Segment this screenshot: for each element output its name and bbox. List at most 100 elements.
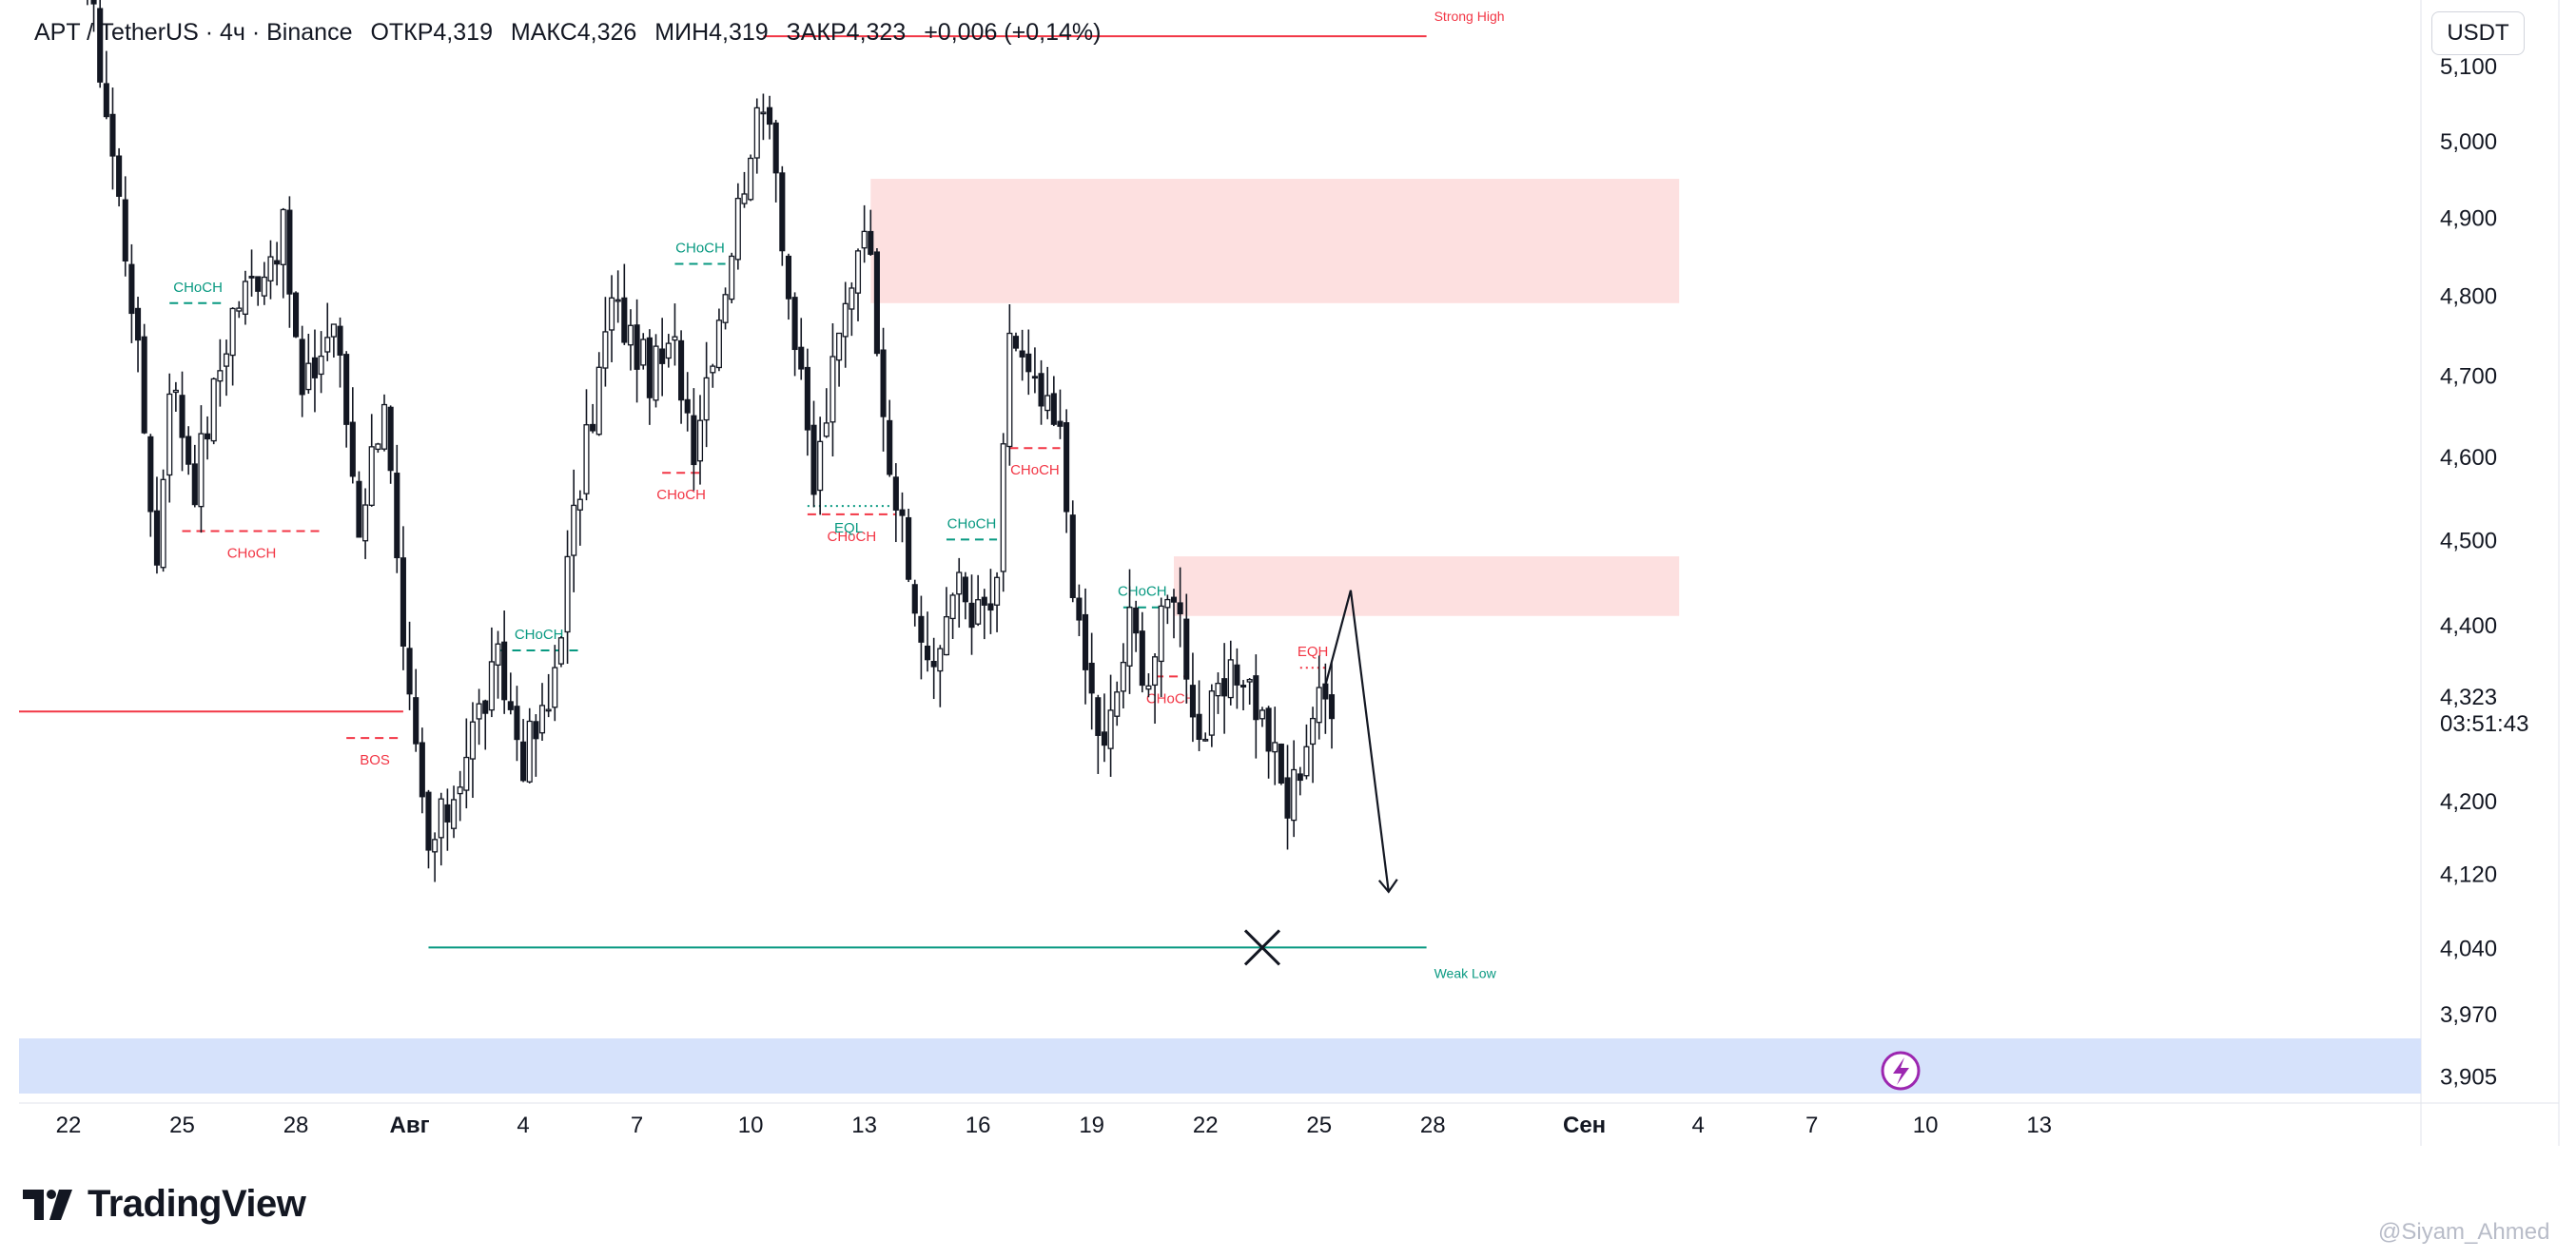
- candle-body: [1234, 664, 1240, 686]
- symbol-title[interactable]: APT / TetherUS · 4ч · Binance: [34, 19, 353, 46]
- candle: [545, 673, 552, 718]
- candle-body: [1215, 683, 1221, 697]
- candle-body: [741, 193, 748, 204]
- candle: [975, 574, 982, 627]
- candle: [286, 196, 293, 328]
- candle-body: [1310, 717, 1317, 746]
- candle: [198, 405, 205, 533]
- candle: [1328, 662, 1336, 749]
- candle: [583, 389, 590, 501]
- candle: [734, 183, 741, 270]
- candle: [1221, 643, 1228, 734]
- time-tick-label: 22: [56, 1113, 82, 1138]
- price-tick-label: 3,905: [2440, 1065, 2497, 1091]
- candle-body: [526, 720, 533, 783]
- currency-button[interactable]: USDT: [2431, 11, 2525, 55]
- candle-body: [236, 307, 243, 312]
- candle-body: [1107, 709, 1114, 749]
- candle-body: [90, 0, 97, 5]
- candle: [501, 610, 508, 714]
- candle-body: [911, 584, 918, 614]
- candle-body: [981, 596, 987, 606]
- candle: [406, 621, 413, 710]
- candle: [1215, 672, 1221, 714]
- candle: [476, 688, 482, 746]
- candle: [1272, 707, 1278, 785]
- price-tick-label: 4,120: [2440, 862, 2497, 887]
- candle: [760, 93, 767, 141]
- candle-body: [646, 337, 653, 398]
- projection-path: [1324, 590, 1390, 892]
- candle-body: [696, 419, 704, 462]
- candle: [829, 323, 836, 456]
- candle-body: [829, 356, 836, 423]
- candle: [457, 770, 463, 822]
- candle-body: [564, 555, 571, 633]
- candle-body: [261, 276, 267, 297]
- candle: [1202, 732, 1209, 742]
- candle-body: [1082, 613, 1089, 670]
- candle-body: [1076, 597, 1083, 621]
- candle: [330, 323, 337, 358]
- candle-body: [185, 436, 192, 465]
- candle: [1088, 632, 1095, 730]
- candle-body: [672, 336, 678, 341]
- candle-body: [608, 297, 615, 331]
- lightning-icon: [1881, 1051, 1921, 1091]
- candle-body: [1044, 395, 1051, 412]
- strong-high-label: Strong High: [1434, 9, 1505, 24]
- candle: [608, 275, 615, 362]
- candle: [1189, 652, 1196, 743]
- candle-body: [413, 697, 420, 745]
- candle-body: [918, 615, 925, 643]
- time-tick-label: 4: [1691, 1113, 1704, 1138]
- time-tick-label: 16: [966, 1113, 991, 1138]
- candle-body: [444, 804, 451, 823]
- candle-body: [166, 393, 173, 476]
- candle: [469, 702, 477, 799]
- candle: [205, 416, 211, 460]
- candle: [1152, 653, 1159, 724]
- candle: [766, 95, 773, 140]
- candle: [1012, 332, 1020, 352]
- candle: [836, 332, 843, 387]
- candle: [1133, 600, 1140, 652]
- candle: [387, 405, 394, 484]
- candle-body: [476, 703, 482, 720]
- candle-body: [1246, 678, 1253, 683]
- candle-body: [1183, 618, 1190, 680]
- candle-body: [722, 294, 729, 323]
- candle: [868, 209, 874, 256]
- candle: [90, 0, 97, 32]
- candle-body: [286, 209, 293, 295]
- candle: [375, 442, 381, 454]
- candle-body: [97, 8, 104, 83]
- candle: [381, 394, 388, 452]
- candle-body: [394, 473, 400, 559]
- candle-body: [375, 443, 381, 451]
- candle-body: [134, 307, 142, 341]
- candle-body: [1239, 685, 1247, 688]
- candle: [552, 645, 558, 722]
- candle: [280, 207, 286, 299]
- candle: [791, 292, 798, 377]
- candle-body: [557, 637, 564, 665]
- candle: [842, 281, 849, 368]
- candle-body: [210, 378, 217, 442]
- candle-body: [242, 281, 248, 315]
- candle-body: [1006, 332, 1013, 448]
- candle-body: [956, 571, 963, 595]
- candle-body: [892, 476, 899, 511]
- last-price-label: 4,323: [2440, 685, 2497, 710]
- candle-body: [817, 440, 824, 492]
- structure-label: CHoCH: [1118, 584, 1167, 600]
- candle-body: [103, 83, 109, 118]
- tradingview-logo[interactable]: TradingView: [21, 1183, 306, 1226]
- candle-body: [305, 362, 312, 391]
- candle: [191, 444, 198, 508]
- candle-body: [1189, 685, 1196, 718]
- close-value: ЗАКР4,323: [786, 19, 907, 46]
- candle-body: [943, 616, 950, 656]
- price-tick-label: 5,000: [2440, 129, 2497, 155]
